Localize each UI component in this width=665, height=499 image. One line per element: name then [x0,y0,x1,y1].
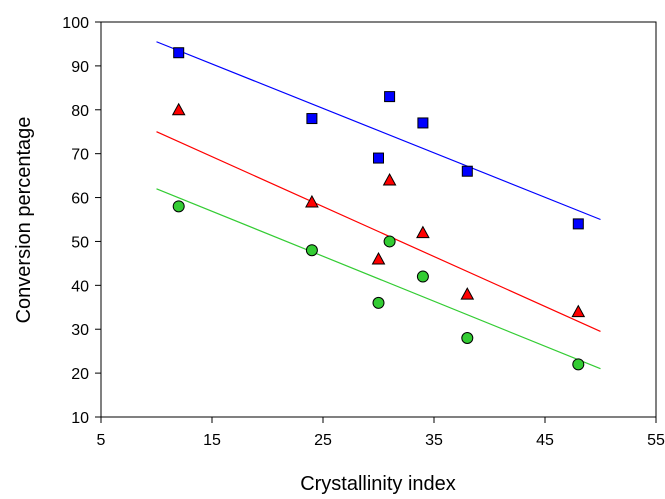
data-point-circle [572,358,585,371]
y-tick-label: 70 [71,147,89,164]
data-point-triangle [171,102,186,116]
x-axis-ticks: 5 15 25 35 45 55 [97,417,665,449]
data-point-square [384,91,396,103]
x-tick-label: 5 [97,432,106,449]
y-tick-label: 80 [71,103,89,120]
y-tick-label: 20 [71,366,89,383]
plot-area [100,21,657,418]
x-tick-label: 15 [203,432,221,449]
data-point-triangle [305,194,319,208]
trendline-series-3 [156,188,601,370]
data-point-circle [416,270,429,283]
y-tick-label: 30 [71,322,89,339]
markers [171,47,586,371]
data-point-square [417,117,429,129]
x-tick-label: 35 [425,432,443,449]
data-point-square [373,152,384,164]
data-point-circle [372,296,385,309]
trendlines [156,41,601,370]
x-axis-title: Crystallinity index [300,473,456,495]
y-tick-label: 60 [71,191,89,208]
trendline-series-2 [156,131,601,332]
y-tick-label: 90 [71,59,89,76]
data-point-triangle [460,287,475,300]
data-point-circle [383,235,396,248]
y-tick-label: 100 [62,15,89,32]
data-point-triangle [416,225,430,239]
x-tick-label: 55 [647,432,665,449]
data-point-square [173,47,185,59]
data-point-square [306,113,318,125]
x-tick-label: 45 [536,432,554,449]
data-point-square [461,165,473,177]
data-point-square [572,218,584,230]
data-point-triangle [571,304,586,318]
data-point-triangle [371,251,386,265]
y-tick-label: 10 [71,410,89,427]
x-tick-label: 25 [314,432,332,449]
data-point-circle [172,200,185,213]
y-axis-title: Conversion percentage [13,117,35,324]
data-point-circle [305,244,318,257]
data-point-triangle [382,172,397,186]
y-tick-label: 50 [71,234,89,251]
data-point-circle [461,332,474,344]
y-tick-label: 40 [71,278,89,295]
trendline-series-1 [156,41,601,221]
y-axis-ticks: 10 20 30 40 50 60 70 80 90 100 [62,15,101,427]
